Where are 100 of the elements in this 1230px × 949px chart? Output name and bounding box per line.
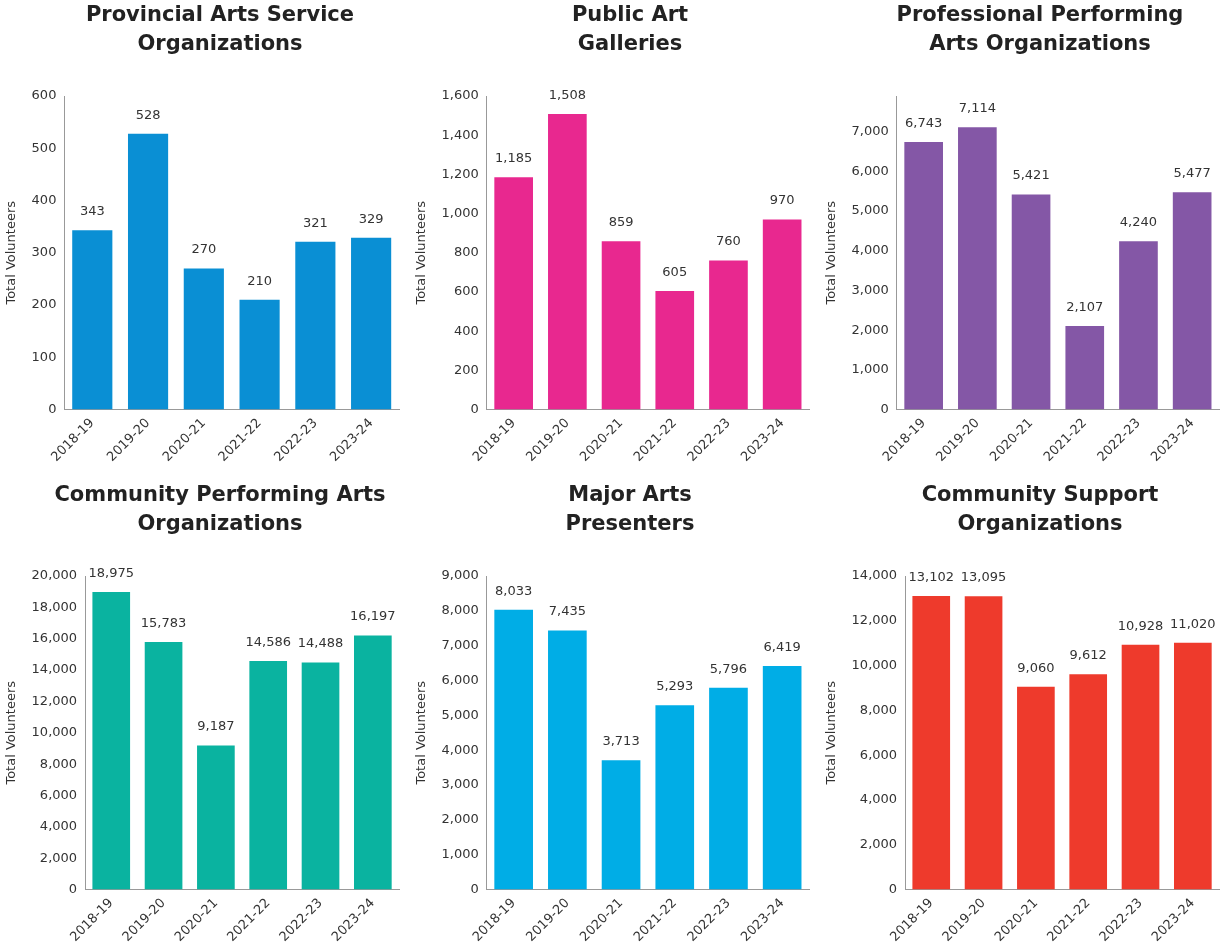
y-tick-label: 7,000 bbox=[851, 123, 889, 139]
data-label: 5,293 bbox=[656, 678, 694, 694]
y-tick-label: 600 bbox=[453, 283, 479, 299]
y-tick-label: 1,000 bbox=[851, 361, 889, 377]
bar bbox=[548, 630, 587, 890]
bar bbox=[92, 592, 131, 890]
bar bbox=[1121, 644, 1160, 890]
data-label: 2,107 bbox=[1066, 298, 1104, 314]
bar bbox=[762, 665, 802, 890]
chart-title: Major Arts Presenters bbox=[564, 481, 696, 537]
bar bbox=[655, 705, 695, 890]
bar bbox=[1011, 194, 1051, 410]
y-tick-label: 20,000 bbox=[31, 567, 78, 583]
y-tick-label: 10,000 bbox=[851, 656, 898, 672]
y-tick-label: 300 bbox=[31, 244, 57, 260]
bar bbox=[964, 596, 1003, 890]
bar bbox=[762, 219, 802, 410]
data-label: 13,102 bbox=[908, 568, 954, 584]
bar bbox=[912, 596, 951, 890]
data-label: 4,240 bbox=[1119, 214, 1158, 230]
y-tick-label: 8,000 bbox=[441, 602, 479, 618]
y-tick-label: 1,200 bbox=[441, 165, 479, 181]
bar bbox=[1065, 325, 1105, 410]
data-label: 14,488 bbox=[297, 635, 344, 651]
y-tick-label: 1,600 bbox=[441, 87, 479, 103]
y-tick-label: 16,000 bbox=[31, 630, 78, 646]
bar bbox=[904, 141, 943, 410]
y-tick-label: 0 bbox=[68, 880, 78, 896]
bar bbox=[494, 609, 533, 890]
y-tick-label: 6,000 bbox=[851, 162, 889, 178]
y-axis-title: Total Volunteers bbox=[413, 680, 429, 786]
y-tick-label: 5,000 bbox=[441, 706, 479, 722]
y-tick-label: 100 bbox=[31, 348, 57, 364]
y-tick-label: 200 bbox=[453, 361, 479, 377]
y-tick-label: 0 bbox=[470, 880, 479, 896]
y-tick-label: 4,000 bbox=[851, 242, 889, 258]
y-tick-label: 12,000 bbox=[851, 612, 898, 628]
y-tick-label: 6,000 bbox=[859, 746, 898, 762]
y-tick-label: 6,000 bbox=[39, 786, 78, 802]
y-axis-title: Total Volunteers bbox=[3, 680, 19, 786]
y-tick-label: 4,000 bbox=[859, 791, 898, 807]
bar bbox=[494, 177, 533, 410]
bar bbox=[1069, 674, 1108, 890]
bar bbox=[295, 241, 336, 410]
bar bbox=[958, 127, 997, 410]
bar bbox=[144, 642, 183, 890]
bar bbox=[197, 745, 235, 890]
y-tick-label: 7,000 bbox=[441, 637, 479, 653]
bar bbox=[72, 230, 113, 410]
y-tick-label: 1,000 bbox=[441, 846, 479, 862]
bar bbox=[601, 241, 641, 410]
data-label: 3,713 bbox=[602, 733, 640, 749]
data-label: 14,586 bbox=[245, 633, 291, 649]
y-axis-title: Total Volunteers bbox=[823, 680, 839, 786]
y-tick-label: 2,000 bbox=[859, 836, 898, 852]
bar bbox=[239, 299, 280, 410]
y-tick-label: 1,400 bbox=[441, 126, 479, 142]
y-tick-label: 0 bbox=[880, 400, 889, 416]
bar bbox=[351, 237, 392, 410]
y-tick-label: 14,000 bbox=[851, 567, 898, 583]
data-label: 13,095 bbox=[960, 569, 1007, 585]
y-tick-label: 18,000 bbox=[31, 598, 78, 614]
data-label: 7,114 bbox=[958, 100, 996, 116]
bar bbox=[354, 635, 392, 890]
data-label: 5,796 bbox=[709, 660, 748, 676]
bar bbox=[127, 133, 169, 410]
bar bbox=[709, 687, 748, 890]
y-tick-label: 2,000 bbox=[851, 321, 889, 337]
data-label: 15,783 bbox=[140, 614, 187, 630]
bar bbox=[709, 260, 748, 410]
y-tick-label: 4,000 bbox=[39, 818, 78, 834]
y-tick-label: 2,000 bbox=[441, 811, 479, 827]
y-tick-label: 0 bbox=[470, 400, 479, 416]
bar bbox=[301, 662, 340, 890]
data-label: 528 bbox=[135, 106, 161, 122]
data-label: 11,020 bbox=[1170, 615, 1216, 631]
y-tick-label: 400 bbox=[31, 191, 57, 207]
bar bbox=[183, 268, 224, 410]
data-label: 9,060 bbox=[1017, 659, 1055, 675]
y-tick-label: 200 bbox=[31, 296, 57, 312]
y-tick-label: 3,000 bbox=[441, 776, 479, 792]
data-label: 5,421 bbox=[1012, 167, 1050, 183]
data-label: 9,187 bbox=[197, 718, 235, 734]
data-label: 859 bbox=[608, 214, 634, 230]
data-label: 210 bbox=[247, 272, 272, 288]
y-tick-label: 6,000 bbox=[441, 671, 479, 687]
bar bbox=[1119, 241, 1158, 410]
y-axis-title: Total Volunteers bbox=[3, 200, 19, 306]
y-tick-label: 2,000 bbox=[39, 849, 78, 865]
data-label: 7,435 bbox=[548, 603, 586, 619]
data-label: 343 bbox=[79, 203, 105, 219]
data-label: 18,975 bbox=[88, 564, 134, 580]
chart-title: Provincial Arts Service Organizations bbox=[84, 1, 356, 57]
data-label: 6,419 bbox=[763, 638, 801, 654]
y-tick-label: 3,000 bbox=[851, 281, 889, 297]
data-label: 270 bbox=[191, 241, 217, 257]
bar bbox=[548, 114, 587, 410]
bar bbox=[1017, 686, 1055, 890]
y-tick-label: 9,000 bbox=[441, 567, 479, 583]
data-label: 10,928 bbox=[1117, 617, 1164, 633]
